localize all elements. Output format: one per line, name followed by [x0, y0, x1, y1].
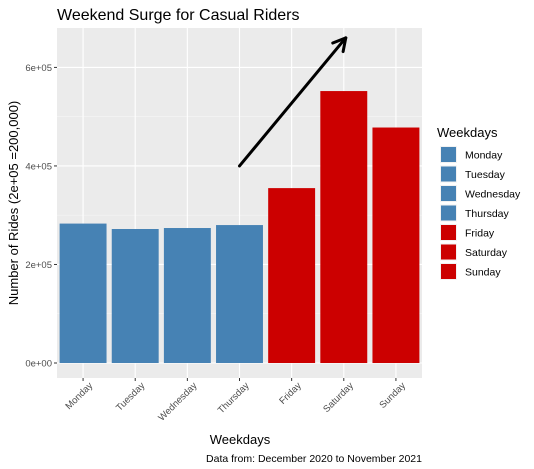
y-axis-title: Number of Rides (2e+05 =200,000)	[6, 101, 21, 306]
bar-wednesday	[163, 228, 211, 363]
legend-label-sunday: Sunday	[465, 267, 501, 279]
y-axis: 0e+00 2e+05 4e+05 6e+05	[25, 63, 57, 370]
bar-tuesday	[111, 229, 159, 363]
y-tick-label: 0e+00	[25, 359, 52, 370]
legend-swatch-sunday	[441, 264, 456, 279]
legend-swatch-wednesday	[441, 186, 456, 201]
x-axis: Monday Tuesday Wednesday Thursday Friday Satu…	[64, 378, 408, 423]
x-tick-label: Thursday	[216, 380, 252, 416]
y-tick-label: 4e+05	[25, 161, 52, 172]
legend-title: Weekdays	[437, 125, 498, 140]
bar-sunday	[372, 127, 420, 363]
x-tick-label: Wednesday	[156, 380, 199, 423]
x-tick-label: Tuesday	[114, 380, 147, 413]
legend-label-tuesday: Tuesday	[465, 169, 506, 181]
legend-swatch-saturday	[441, 244, 456, 260]
bar-thursday	[216, 225, 263, 363]
legend-label-friday: Friday	[465, 228, 495, 240]
legend-label-thursday: Thursday	[465, 208, 510, 220]
legend-swatch-tuesday	[441, 166, 456, 182]
legend-swatch-friday	[441, 225, 456, 240]
chart-title: Weekend Surge for Casual Riders	[57, 7, 300, 24]
legend-label-saturday: Saturday	[465, 247, 508, 259]
x-axis-title: Weekdays	[210, 432, 271, 447]
legend-label-wednesday: Wednesday	[465, 189, 521, 201]
annotation	[238, 36, 348, 168]
arrow-shaft	[238, 36, 348, 168]
arrow-head	[331, 36, 348, 54]
legend: Weekdays Monday Tuesday Wednesday Thursday F…	[437, 125, 521, 280]
legend-swatch-thursday	[441, 205, 456, 221]
legend-label-monday: Monday	[465, 150, 503, 162]
x-tick-label: Monday	[64, 380, 96, 412]
y-tick-label: 2e+05	[25, 260, 52, 271]
x-tick-label: Saturday	[321, 380, 356, 415]
chart-caption: Data from: December 2020 to November 202…	[206, 453, 422, 465]
bar-saturday	[320, 91, 368, 363]
y-tick-label: 6e+05	[25, 63, 52, 74]
x-tick-label: Friday	[277, 380, 304, 407]
bars	[59, 91, 420, 363]
x-tick-label: Sunday	[377, 380, 408, 411]
legend-swatch-monday	[441, 147, 456, 162]
bar-friday	[268, 188, 316, 363]
bar-monday	[59, 223, 107, 363]
